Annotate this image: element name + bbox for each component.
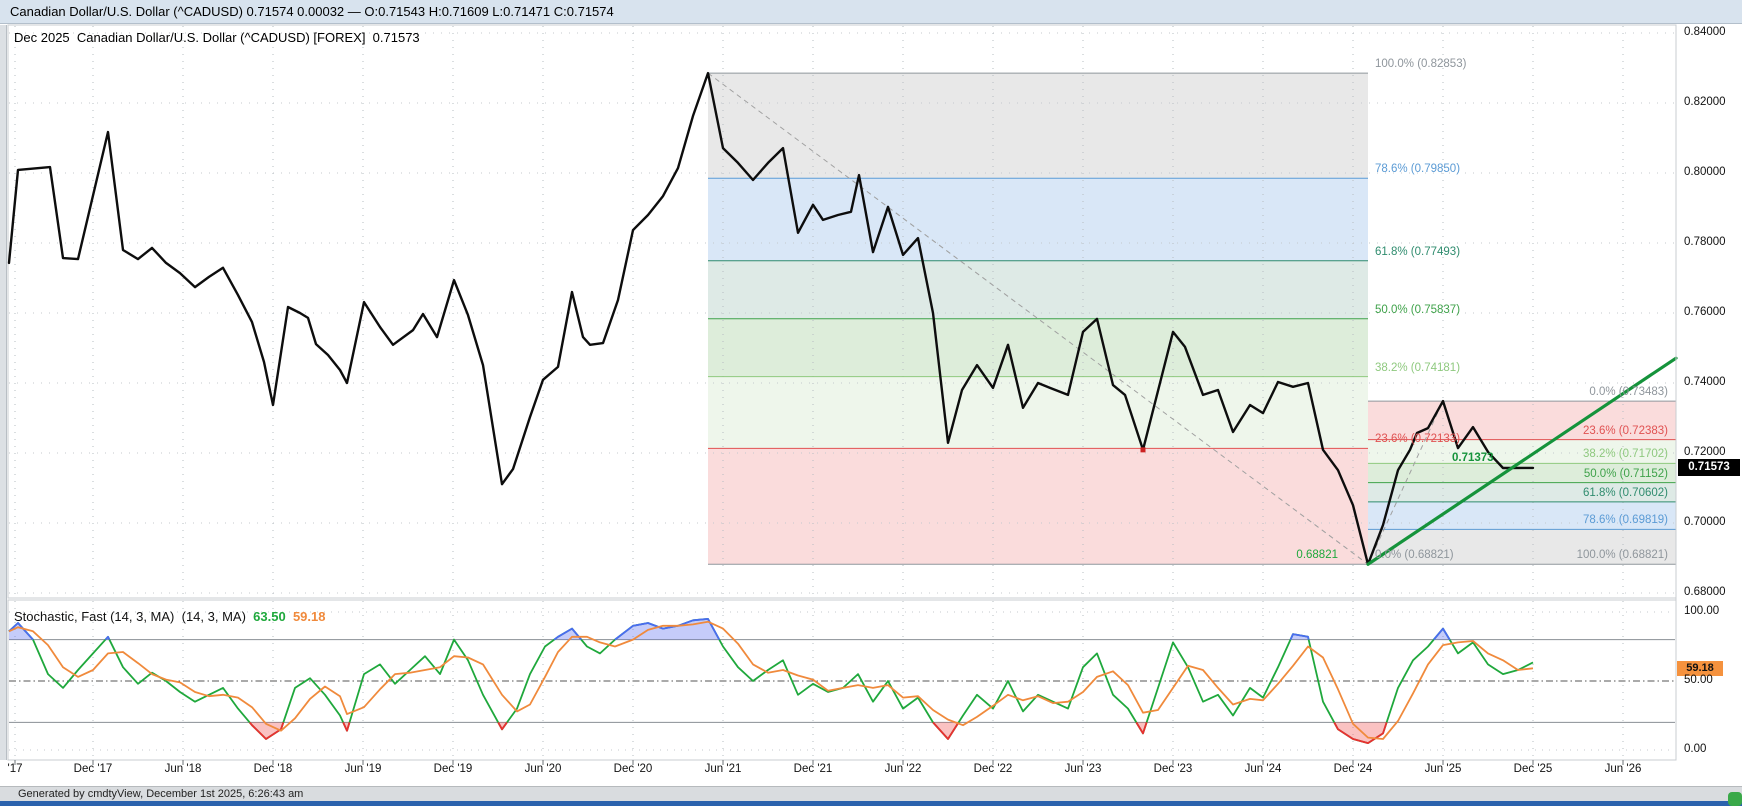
stoch-overbought-segment: [104, 635, 111, 641]
stoch-oversold-fill: [249, 722, 284, 739]
stoch-oversold-segment: [1135, 721, 1148, 735]
stoch-oversold-fill: [933, 722, 959, 739]
fib-band: [1368, 439, 1676, 464]
resize-grip[interactable]: [1728, 792, 1742, 806]
stoch-oversold-segment: [932, 721, 960, 740]
fib-band: [708, 318, 1368, 377]
stoch-oversold-segment: [248, 721, 285, 740]
stoch-oversold-segment: [1333, 721, 1388, 744]
stoch-overbought-segment: [8, 622, 34, 641]
fib-band: [708, 448, 1368, 565]
stoch-d-line: [8, 620, 1534, 740]
stoch-oversold-segment: [497, 721, 508, 731]
fib-band: [708, 73, 1368, 179]
stoch-oversold-segment: [342, 722, 351, 732]
fib-band: [1368, 401, 1676, 440]
status-bar: Generated by cmdtyView, December 1st 202…: [0, 786, 1742, 801]
fib-band: [1368, 529, 1676, 565]
price-line: [7, 71, 1535, 566]
fib-band: [708, 260, 1368, 319]
stoch-overbought-fill: [1433, 628, 1450, 640]
stoch-overbought-fill: [1290, 634, 1309, 640]
fib-diagonal-dashed: [707, 72, 1369, 565]
stoch-overbought-segment: [614, 618, 721, 641]
left-splitter-handle[interactable]: [0, 25, 7, 760]
stoch-overbought-segment: [553, 627, 582, 641]
stochastic-pane: [7, 599, 1677, 761]
fib-band: [708, 376, 1368, 449]
bottom-accent-bar: [0, 801, 1742, 806]
fib-band: [1368, 482, 1676, 502]
fib-diagonal-dashed: [1367, 400, 1444, 565]
window-title-bar: Canadian Dollar/U.S. Dollar (^CADUSD) 0.…: [0, 0, 1742, 24]
price-pane: [7, 24, 1677, 599]
stoch-overbought-segment: [1433, 627, 1451, 641]
fib-band: [708, 178, 1368, 261]
stoch-overbought-fill: [9, 623, 33, 640]
stoch-overbought-segment: [1289, 633, 1310, 640]
trendline: [1366, 356, 1678, 566]
fib-band: [1368, 501, 1676, 530]
fib-band: [1368, 463, 1676, 483]
chart-marker: [1140, 447, 1146, 453]
